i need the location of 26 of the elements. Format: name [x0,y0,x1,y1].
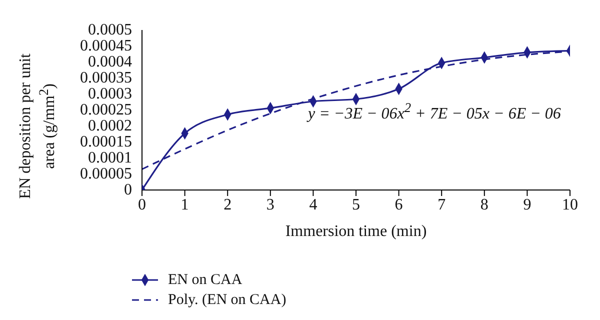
y-tick-label: 0.0002 [88,118,132,134]
x-tick-label: 6 [394,196,403,214]
y-tick-label: 0.0001 [88,150,132,166]
x-tick-label: 5 [352,196,360,214]
y-tick-label: 0.0003 [88,86,132,102]
x-tick-label: 10 [562,196,578,214]
y-tick-label: 0.00045 [80,38,132,54]
x-tick-label: 4 [309,196,318,214]
x-tick-label: 0 [138,196,146,214]
y-tick-label: 0.0004 [88,54,132,70]
annotation: y = −3E − 06x$^{2}$ + 7E − 05x − 6E − 06 [308,100,561,124]
x-tick-label: 1 [180,196,189,214]
y-tick-label: 0.00005 [80,166,132,182]
x-tick-label: 8 [480,196,488,214]
legend-label: Poly. (EN on CAA) [168,291,286,310]
x-axis-title: Immersion time (min) [285,223,427,240]
x-tick-label: 9 [523,196,532,214]
y-tick-label: 0.0005 [88,22,132,38]
x-tick-label: 2 [224,196,232,214]
legend-label: EN on CAA [168,271,242,290]
y-tick-label: 0 [124,182,132,198]
y-tick-label: 0.00015 [80,134,132,150]
x-tick-label: 3 [266,196,274,214]
y-tick-label: 0.00035 [80,70,132,86]
x-tick-label: 7 [438,196,446,214]
y-tick-label: 0.00025 [80,102,132,118]
